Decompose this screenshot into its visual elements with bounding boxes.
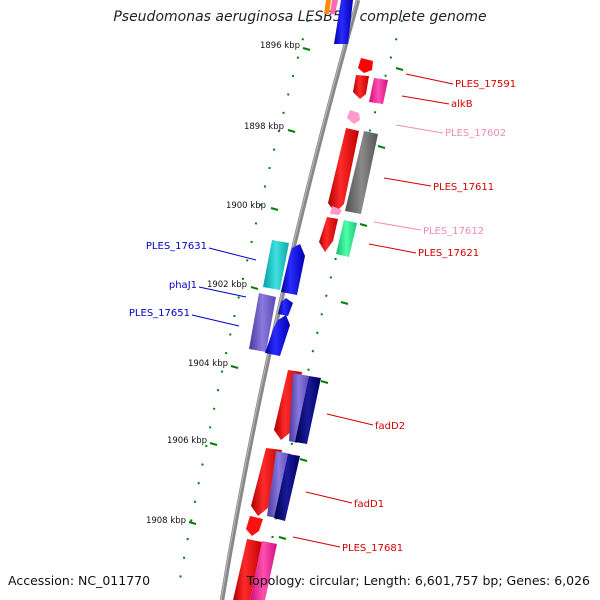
- gene-ples-17612[interactable]: [330, 206, 342, 215]
- gene-grey[interactable]: [345, 131, 378, 214]
- gene-ples-17681-red[interactable]: [233, 539, 262, 600]
- topology-text: Topology: circular; Length: 6,601,757 bp…: [246, 573, 590, 588]
- label-ples-17612[interactable]: PLES_17612: [423, 226, 484, 237]
- gene-labels: PLES_17591 alkB PLES_17602 PLES_17611 PL…: [129, 73, 516, 554]
- gene-ples-17611[interactable]: [328, 128, 359, 213]
- gene-ples-17631[interactable]: [263, 240, 289, 290]
- label-fadd2[interactable]: fadD2: [375, 421, 405, 432]
- label-ples-17611[interactable]: PLES_17611: [433, 182, 494, 193]
- kbp-label-1896: 1896 kbp: [260, 41, 300, 51]
- label-alkb[interactable]: alkB: [451, 99, 473, 110]
- map-title: Pseudomonas aeruginosa LESB58, complete …: [113, 9, 487, 25]
- accession-text: Accession: NC_011770: [8, 573, 151, 588]
- gene-blue-top[interactable]: [334, 0, 353, 44]
- gene-ples-17591[interactable]: [358, 58, 373, 73]
- gene-blue-2[interactable]: [265, 315, 290, 356]
- gene-green[interactable]: [336, 220, 357, 257]
- label-phaj1[interactable]: phaJ1: [169, 280, 197, 291]
- gene-fadd1[interactable]: [274, 454, 300, 521]
- gene-fadd2[interactable]: [295, 376, 321, 444]
- label-ples-17621[interactable]: PLES_17621: [418, 248, 479, 259]
- kbp-scale: 1896 kbp 1898 kbp 1900 kbp 1902 kbp 1904…: [146, 41, 404, 540]
- gene-group-fadd: [251, 370, 321, 521]
- label-ples-17651[interactable]: PLES_17651: [129, 308, 190, 319]
- label-ples-17602[interactable]: PLES_17602: [445, 128, 506, 139]
- genome-backbone: [219, 0, 361, 600]
- kbp-label-1898: 1898 kbp: [244, 122, 284, 132]
- kbp-label-1906: 1906 kbp: [167, 436, 207, 446]
- gene-alkb[interactable]: [353, 75, 369, 99]
- gene-red-small[interactable]: [246, 516, 263, 536]
- gene-teal-blue[interactable]: [281, 244, 305, 295]
- kbp-label-1900: 1900 kbp: [226, 201, 266, 211]
- label-ples-17681[interactable]: PLES_17681: [342, 543, 403, 554]
- kbp-label-1908: 1908 kbp: [146, 516, 186, 526]
- label-ples-17591[interactable]: PLES_17591: [455, 79, 516, 90]
- kbp-label-1902: 1902 kbp: [207, 280, 247, 290]
- gene-magenta[interactable]: [369, 78, 388, 104]
- gene-group-ples-17631: [249, 240, 305, 356]
- gene-fadd2-slate[interactable]: [289, 373, 309, 443]
- label-fadd1[interactable]: fadD1: [354, 499, 384, 510]
- gene-pink[interactable]: [330, 0, 338, 14]
- gene-ples-17602[interactable]: [347, 110, 360, 124]
- gene-ples-17651[interactable]: [249, 293, 276, 352]
- gene-group-ples-17611: [319, 128, 378, 257]
- gene-phaj1[interactable]: [278, 298, 293, 316]
- gene-group-ples-17681: [233, 516, 277, 600]
- gene-group-ples-17591: [347, 58, 388, 124]
- gene-orange[interactable]: [324, 0, 331, 14]
- gene-track-top: [324, 0, 353, 44]
- label-ples-17631[interactable]: PLES_17631: [146, 241, 207, 252]
- gene-ples-17681[interactable]: [250, 541, 277, 600]
- kbp-label-1904: 1904 kbp: [188, 359, 228, 369]
- gene-ples-17621[interactable]: [319, 217, 338, 252]
- genome-backbone-highlight: [220, 0, 358, 600]
- outer-tick-track: [267, 19, 403, 561]
